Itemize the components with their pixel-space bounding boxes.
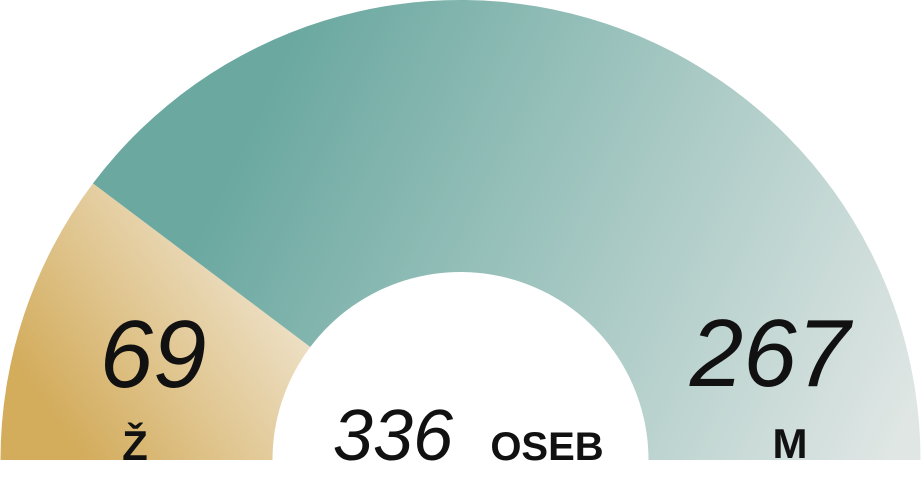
slice-men <box>92 0 921 460</box>
women-value-label: 69 <box>100 301 207 408</box>
women-category-label: Ž <box>122 421 148 469</box>
total-value-label: 336 <box>333 396 454 476</box>
slice-women <box>0 183 311 460</box>
total-unit-label: OSEB <box>490 425 603 469</box>
men-value-label: 267 <box>689 300 854 407</box>
men-category-label: M <box>773 420 808 467</box>
